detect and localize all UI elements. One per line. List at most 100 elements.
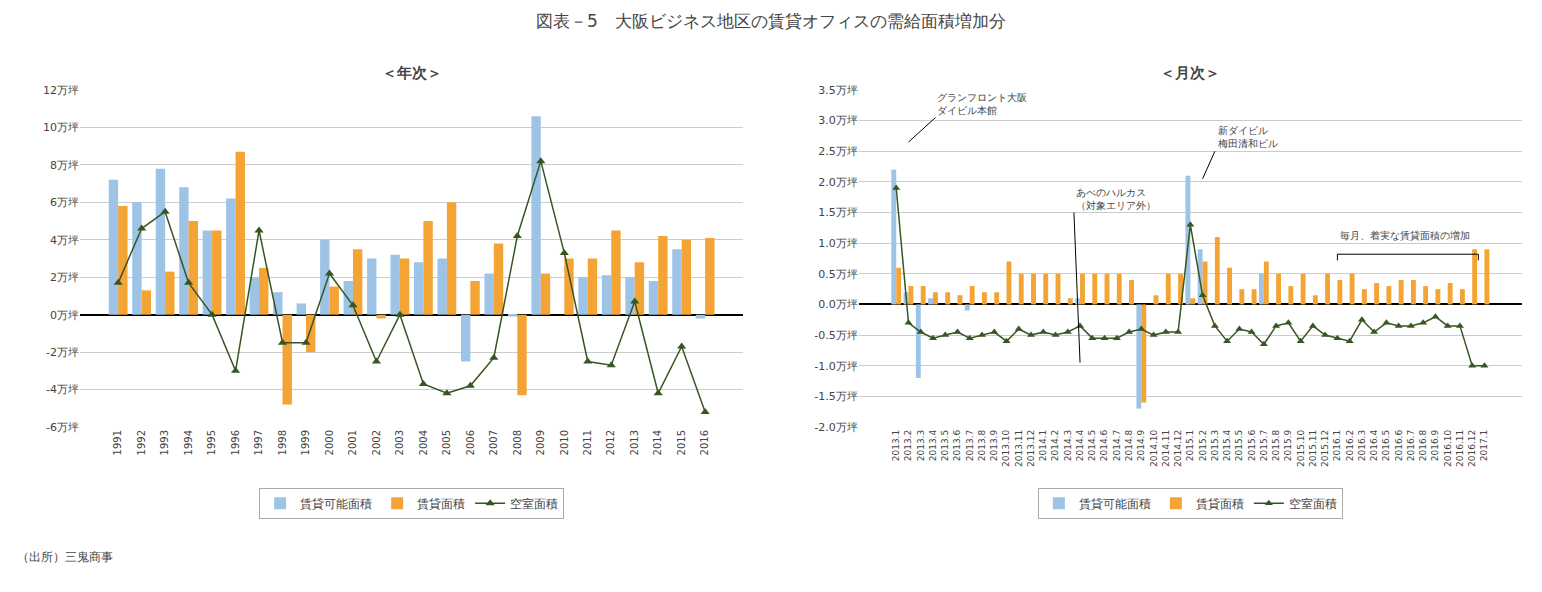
svg-text:2013.11: 2013.11 [1014, 430, 1024, 467]
svg-text:2016.9: 2016.9 [1430, 430, 1440, 462]
svg-text:-2万坪: -2万坪 [46, 346, 79, 359]
svg-text:2014.9: 2014.9 [1136, 430, 1146, 462]
svg-text:2015.4: 2015.4 [1222, 430, 1232, 462]
svg-text:8万坪: 8万坪 [50, 159, 79, 172]
svg-text:2017.1: 2017.1 [1479, 430, 1489, 462]
svg-text:2016: 2016 [699, 430, 710, 455]
svg-text:2014: 2014 [652, 430, 663, 455]
svg-text:2013.8: 2013.8 [977, 430, 987, 462]
svg-text:2014.11: 2014.11 [1161, 430, 1171, 467]
svg-text:2014.7: 2014.7 [1112, 430, 1122, 462]
svg-text:2007: 2007 [488, 430, 499, 455]
svg-text:2006: 2006 [465, 430, 476, 455]
svg-text:2015.2: 2015.2 [1198, 430, 1208, 462]
svg-text:-1.5万坪: -1.5万坪 [814, 390, 857, 403]
svg-text:-6万坪: -6万坪 [46, 421, 79, 434]
svg-text:2005: 2005 [441, 430, 452, 455]
svg-text:賃貸面積: 賃貸面積 [417, 497, 465, 511]
svg-text:1.5万坪: 1.5万坪 [818, 206, 858, 219]
svg-text:2000: 2000 [324, 430, 335, 455]
svg-text:2016.11: 2016.11 [1455, 430, 1465, 467]
svg-text:2016.1: 2016.1 [1332, 430, 1342, 462]
svg-text:2.5万坪: 2.5万坪 [818, 145, 858, 158]
svg-text:2004: 2004 [418, 430, 429, 455]
svg-text:2009: 2009 [535, 430, 546, 455]
svg-text:2014.6: 2014.6 [1099, 430, 1109, 462]
svg-text:2014.1: 2014.1 [1038, 430, 1048, 462]
svg-text:2015.6: 2015.6 [1247, 430, 1257, 462]
svg-text:2001: 2001 [347, 430, 358, 455]
svg-text:空室面積: 空室面積 [510, 497, 558, 511]
svg-text:2014.4: 2014.4 [1075, 430, 1085, 462]
svg-text:2014.8: 2014.8 [1124, 430, 1134, 462]
svg-text:2015.12: 2015.12 [1320, 430, 1330, 467]
svg-text:空室面積: 空室面積 [1289, 497, 1337, 511]
svg-text:2015.11: 2015.11 [1308, 430, 1318, 467]
svg-text:＜月次＞: ＜月次＞ [1160, 64, 1220, 82]
svg-text:2015.5: 2015.5 [1234, 430, 1244, 462]
svg-text:10万坪: 10万坪 [43, 121, 79, 134]
svg-text:＜年次＞: ＜年次＞ [382, 64, 442, 82]
svg-text:2013.12: 2013.12 [1026, 430, 1036, 467]
svg-text:0万坪: 0万坪 [50, 309, 79, 322]
svg-text:2015.8: 2015.8 [1271, 430, 1281, 462]
svg-text:-1.0万坪: -1.0万坪 [814, 360, 857, 373]
svg-text:1992: 1992 [136, 430, 147, 455]
svg-text:2014.12: 2014.12 [1173, 430, 1183, 467]
svg-text:4万坪: 4万坪 [50, 234, 79, 247]
svg-text:2015.1: 2015.1 [1185, 430, 1195, 462]
svg-text:賃貸可能面積: 賃貸可能面積 [1079, 497, 1151, 511]
svg-text:2011: 2011 [582, 430, 593, 455]
svg-text:2014.5: 2014.5 [1087, 430, 1097, 462]
svg-text:1991: 1991 [112, 430, 123, 455]
svg-text:2002: 2002 [371, 430, 382, 455]
svg-text:2003: 2003 [394, 430, 405, 455]
svg-text:グランフロント大阪ダイビル本館: グランフロント大阪ダイビル本館 [937, 92, 1027, 116]
svg-text:2016.8: 2016.8 [1418, 430, 1428, 462]
svg-text:2013.7: 2013.7 [965, 430, 975, 462]
svg-text:1993: 1993 [159, 430, 170, 455]
svg-text:1994: 1994 [183, 430, 194, 455]
svg-text:賃貸可能面積: 賃貸可能面積 [300, 497, 372, 511]
svg-text:12万坪: 12万坪 [43, 84, 79, 97]
svg-text:2016.12: 2016.12 [1467, 430, 1477, 467]
svg-text:図表－5 大阪ビジネス地区の賃貸オフィスの需給面積増加分: 図表－5 大阪ビジネス地区の賃貸オフィスの需給面積増加分 [536, 11, 1006, 31]
svg-text:3.0万坪: 3.0万坪 [818, 114, 858, 127]
svg-text:賃貸面積: 賃貸面積 [1196, 497, 1244, 511]
svg-text:0.5万坪: 0.5万坪 [818, 268, 858, 281]
svg-text:2015.9: 2015.9 [1283, 430, 1293, 462]
svg-text:-0.5万坪: -0.5万坪 [814, 329, 857, 342]
svg-text:2013.6: 2013.6 [952, 430, 962, 462]
svg-text:2013.3: 2013.3 [916, 430, 926, 462]
svg-text:2016.7: 2016.7 [1406, 430, 1416, 462]
svg-text:2016.3: 2016.3 [1357, 430, 1367, 462]
svg-text:1995: 1995 [206, 430, 217, 455]
svg-text:1.0万坪: 1.0万坪 [818, 237, 858, 250]
svg-text:2013.9: 2013.9 [989, 430, 999, 462]
svg-text:2015.7: 2015.7 [1259, 430, 1269, 462]
svg-text:（出所）三鬼商事: （出所）三鬼商事 [17, 550, 113, 564]
svg-text:2015: 2015 [676, 430, 687, 455]
svg-text:2013: 2013 [629, 430, 640, 455]
svg-text:2016.10: 2016.10 [1443, 430, 1453, 467]
svg-text:2010: 2010 [559, 430, 570, 455]
svg-text:1999: 1999 [300, 430, 311, 455]
svg-text:0.0万坪: 0.0万坪 [818, 298, 858, 311]
svg-text:3.5万坪: 3.5万坪 [818, 84, 858, 97]
svg-text:1996: 1996 [230, 430, 241, 455]
svg-text:1998: 1998 [277, 430, 288, 455]
svg-text:2016.6: 2016.6 [1394, 430, 1404, 462]
svg-text:2016.2: 2016.2 [1345, 430, 1355, 462]
svg-text:-2.0万坪: -2.0万坪 [814, 421, 857, 434]
svg-text:2015.10: 2015.10 [1296, 430, 1306, 467]
svg-text:2016.5: 2016.5 [1381, 430, 1391, 462]
svg-text:新ダイビル梅田清和ビル: 新ダイビル梅田清和ビル [1217, 125, 1278, 149]
svg-text:-4万坪: -4万坪 [46, 383, 79, 396]
svg-text:2016.4: 2016.4 [1369, 430, 1379, 462]
svg-text:2013.10: 2013.10 [1001, 430, 1011, 467]
svg-text:2014.10: 2014.10 [1149, 430, 1159, 467]
svg-text:2013.2: 2013.2 [903, 430, 913, 462]
svg-text:2014.2: 2014.2 [1050, 430, 1060, 462]
svg-text:2万坪: 2万坪 [50, 271, 79, 284]
svg-text:2012: 2012 [605, 430, 616, 455]
